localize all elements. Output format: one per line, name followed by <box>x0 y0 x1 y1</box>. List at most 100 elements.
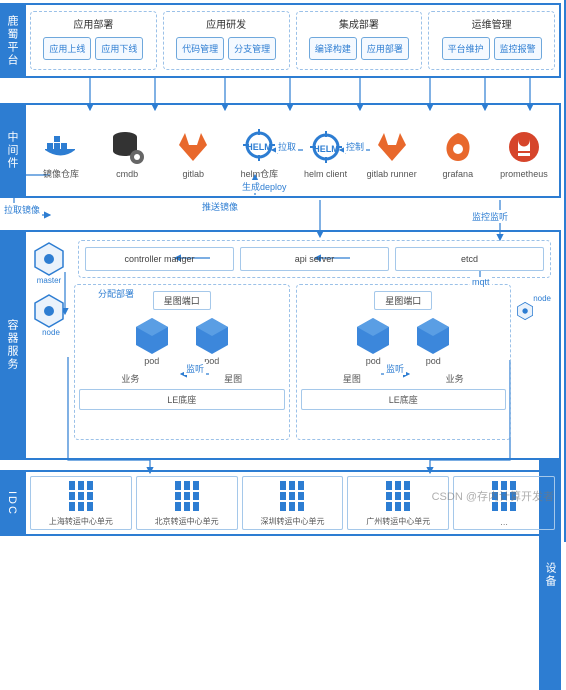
pod-label: pod <box>415 356 451 366</box>
middleware-label: helm client <box>296 169 356 179</box>
pod-label: pod <box>134 356 170 366</box>
idc-unit-label: … <box>500 518 508 527</box>
edge-listen2: 监听 <box>384 362 406 375</box>
middleware-item: grafana <box>428 127 488 179</box>
gitlab-icon <box>173 127 213 167</box>
container-row: 容器服务 master controller mangerapi servere… <box>0 230 561 460</box>
edge-monitor: 监控监听 <box>470 210 510 223</box>
control-plane: controller mangerapi serveretcd <box>78 240 551 278</box>
role-labels: 业务星图 <box>79 372 285 385</box>
platform-panel: 应用部署应用上线应用下线 <box>30 11 157 70</box>
middleware-item: 镜像仓库 <box>31 125 91 180</box>
platform-panel: 集成部署编译构建应用部署 <box>296 11 423 70</box>
platform-row: 鹿蜀平台 应用部署应用上线应用下线应用研发代码管理分支管理集成部署编译构建应用部… <box>0 3 561 78</box>
middleware-label: cmdb <box>97 169 157 179</box>
idc-unit: 上海转运中心单元 <box>30 476 132 530</box>
server-icon <box>175 481 199 511</box>
middleware-item: cmdb <box>97 127 157 179</box>
middleware-label: gitlab runner <box>362 169 422 179</box>
edge-listen1: 监听 <box>184 362 206 375</box>
idc-unit: 深圳转运中心单元 <box>242 476 344 530</box>
panel-button[interactable]: 平台维护 <box>442 37 490 60</box>
panel-button[interactable]: 监控报警 <box>494 37 542 60</box>
database-icon <box>107 127 147 167</box>
idc-unit-label: 上海转运中心单元 <box>49 516 113 527</box>
edge-helm-ctrl: 控制 <box>344 140 366 153</box>
panel-title: 运维管理 <box>433 16 550 31</box>
middleware-label: prometheus <box>494 169 554 179</box>
platform-panel: 运维管理平台维护监控报警 <box>428 11 555 70</box>
controller-box: etcd <box>395 247 544 271</box>
pod-icon <box>355 316 391 356</box>
middleware-item: gitlab <box>163 127 223 179</box>
pod-icon <box>194 316 230 356</box>
idc-unit-label: 北京转运中心单元 <box>155 516 219 527</box>
middleware-label: gitlab <box>163 169 223 179</box>
panel-button[interactable]: 分支管理 <box>228 37 276 60</box>
grafana-icon <box>438 127 478 167</box>
panel-title: 集成部署 <box>301 16 418 31</box>
hex-icon <box>34 242 64 276</box>
pod: pod <box>355 316 391 366</box>
node-left: node <box>34 284 68 440</box>
architecture-diagram: 鹿蜀平台 应用部署应用上线应用下线应用研发代码管理分支管理集成部署编译构建应用部… <box>0 0 566 542</box>
hex-icon <box>34 294 64 328</box>
middleware-item: prometheus <box>494 127 554 179</box>
hex-icon <box>517 294 533 328</box>
le-panel: 星图端口 pod pod 业务星图 LE底座 <box>74 284 290 440</box>
gitlab-icon <box>372 127 412 167</box>
panel-button[interactable]: 代码管理 <box>176 37 224 60</box>
master-node: master <box>34 242 64 285</box>
controller-box: controller manger <box>85 247 234 271</box>
edge-mqtt: mqtt <box>470 277 492 287</box>
docker-icon <box>41 125 81 165</box>
edge-dispatch: 分配部署 <box>96 287 136 300</box>
helm-icon: HELM <box>306 127 346 167</box>
platform-label: 鹿蜀平台 <box>0 3 24 78</box>
server-icon <box>69 481 93 511</box>
pod: pod <box>415 316 451 366</box>
svg-text:HELM: HELM <box>247 142 273 152</box>
panel-button[interactable]: 应用部署 <box>361 37 409 60</box>
idc-unit-label: 广州转运中心单元 <box>366 516 430 527</box>
panel-button[interactable]: 应用下线 <box>95 37 143 60</box>
middleware-label: 中间件 <box>0 103 24 198</box>
edge-push-image: 推送镜像 <box>200 200 240 213</box>
idc-unit: 北京转运中心单元 <box>136 476 238 530</box>
watermark: CSDN @存内计算开发者 <box>432 488 554 504</box>
panel-button[interactable]: 应用上线 <box>43 37 91 60</box>
lower-panels: node 星图端口 pod pod 业务星图 LE底座 星图端口 pod pod 星图… <box>34 284 551 440</box>
helm-icon: HELM <box>239 125 279 165</box>
edge-gen-deploy: 生成deploy <box>240 180 289 193</box>
controller-box: api server <box>240 247 389 271</box>
container-label: 容器服务 <box>0 230 24 460</box>
middleware-label: helm仓库 <box>229 167 289 180</box>
panel-title: 应用研发 <box>168 16 285 31</box>
pod-icon <box>134 316 170 356</box>
panel-button[interactable]: 编译构建 <box>309 37 357 60</box>
edge-helm-pull: 拉取 <box>276 140 298 153</box>
prometheus-icon <box>504 127 544 167</box>
idc-unit-label: 深圳转运中心单元 <box>260 516 324 527</box>
container-body: master controller mangerapi serveretcd n… <box>24 230 561 460</box>
node-label: node <box>533 294 551 303</box>
master-label: master <box>34 276 64 285</box>
pod: pod <box>194 316 230 366</box>
panel-title: 应用部署 <box>35 16 152 31</box>
pod: pod <box>134 316 170 366</box>
pod-icon <box>415 316 451 356</box>
port-box: 星图端口 <box>153 291 211 310</box>
svg-text:HELM: HELM <box>313 144 339 154</box>
port-box: 星图端口 <box>374 291 432 310</box>
idc-label: IDC <box>0 470 24 536</box>
middleware-label: grafana <box>428 169 488 179</box>
middleware-label: 镜像仓库 <box>31 167 91 180</box>
le-foot: LE底座 <box>79 389 285 410</box>
edge-pull-image: 拉取镜像 <box>2 203 42 216</box>
platform-panel: 应用研发代码管理分支管理 <box>163 11 290 70</box>
node-right: node <box>517 284 551 440</box>
server-icon <box>280 481 304 511</box>
platform-body: 应用部署应用上线应用下线应用研发代码管理分支管理集成部署编译构建应用部署运维管理… <box>24 3 561 78</box>
le-foot: LE底座 <box>301 389 507 410</box>
middleware-item: gitlab runner <box>362 127 422 179</box>
